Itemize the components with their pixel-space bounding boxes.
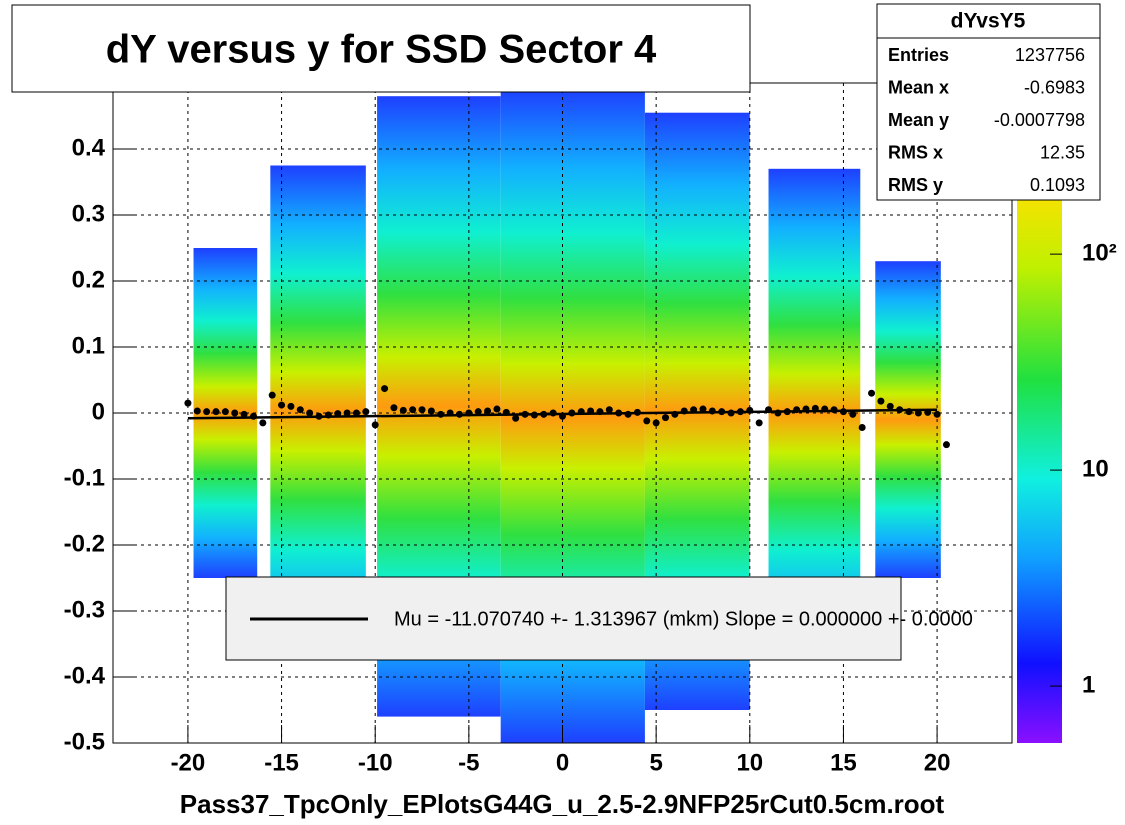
profile-point (409, 406, 417, 414)
profile-point (287, 402, 295, 410)
legend-label: Mu = -11.070740 +- 1.313967 (mkm) Slope … (394, 608, 973, 630)
stats-title: dYvsY5 (951, 10, 1026, 33)
z-axis: 1 10 10² (1050, 239, 1117, 698)
z-tick-label: 10 (1082, 455, 1109, 482)
profile-point (352, 409, 360, 417)
y-tick-label: -0.5 (64, 728, 105, 755)
profile-point (652, 419, 660, 427)
stats-value: 12.35 (1040, 142, 1085, 162)
stats-label: Entries (888, 45, 949, 65)
y-tick-label: 0 (92, 398, 105, 425)
profile-point (371, 421, 379, 429)
stats-box: dYvsY5 Entries 1237756 Mean x -0.6983 Mean y… (876, 3, 1101, 201)
stats-label: Mean y (888, 110, 949, 130)
x-tick-label: 20 (924, 749, 951, 776)
profile-point (933, 410, 941, 418)
stats-value: -0.6983 (1024, 77, 1085, 97)
x-tick-label: 10 (736, 749, 763, 776)
profile-point (474, 408, 482, 416)
x-tick-label: -20 (171, 749, 206, 776)
profile-point (914, 409, 922, 417)
y-tick-label: 0.1 (72, 332, 105, 359)
profile-point (390, 404, 398, 412)
profile-point (259, 419, 267, 427)
x-tick-label: -5 (458, 749, 479, 776)
title-box (11, 4, 751, 93)
profile-point (193, 407, 201, 415)
profile-point (699, 405, 707, 413)
x-tick-label: 15 (830, 749, 857, 776)
y-tick-label: -0.2 (64, 530, 105, 557)
profile-point (427, 407, 435, 415)
z-tick-label: 10² (1082, 239, 1117, 266)
profile-point (184, 399, 192, 407)
z-tick-label: 1 (1082, 671, 1095, 698)
profile-point (362, 408, 370, 416)
y-tick-label: -0.1 (64, 464, 105, 491)
stats-value: 1237756 (1015, 45, 1085, 65)
y-tick-label: -0.3 (64, 596, 105, 623)
profile-point (240, 410, 248, 418)
profile-point (212, 408, 220, 416)
profile-point (203, 408, 211, 416)
fit-line (187, 408, 938, 420)
profile-point (399, 406, 407, 414)
profile-point (493, 405, 501, 413)
profile-point (343, 409, 351, 417)
profile-point (755, 419, 763, 427)
profile-point (849, 410, 857, 418)
profile-point (278, 401, 286, 409)
y-tick-label: 0.3 (72, 200, 105, 227)
stats-value: 0.1093 (1030, 175, 1085, 195)
y-tick-label: 0.4 (72, 134, 106, 161)
x-axis-title: Pass37_TpcOnly_EPlotsG44G_u_2.5-2.9NFP25… (180, 789, 945, 819)
profile-point (381, 385, 389, 393)
profile-point (662, 414, 670, 422)
profile-point (268, 391, 276, 399)
chart-title: dY versus y for SSD Sector 4 (106, 28, 657, 72)
profile-point (605, 406, 613, 414)
profile-point (484, 407, 492, 415)
profile-point (877, 397, 885, 405)
legend: Mu = -11.070740 +- 1.313967 (mkm) Slope … (225, 576, 973, 661)
y-tick-label: -0.4 (64, 662, 106, 689)
profile-point (221, 408, 229, 416)
profile-point (231, 409, 239, 417)
x-tick-label: -15 (264, 749, 299, 776)
profile-point (418, 406, 426, 414)
profile-point (643, 417, 651, 425)
profile-point (296, 406, 304, 414)
profile-point (942, 441, 950, 449)
stats-frame (876, 3, 1101, 201)
histogram-strip (875, 261, 941, 578)
stats-label: RMS y (888, 175, 943, 195)
profile-point (868, 389, 876, 397)
profile-point (858, 424, 866, 432)
profile-point (512, 414, 520, 422)
profile-point (886, 402, 894, 410)
stats-value: -0.0007798 (994, 110, 1085, 130)
x-tick-label: 5 (649, 749, 662, 776)
x-tick-label: -10 (358, 749, 393, 776)
profile-point (306, 409, 314, 417)
y-tick-label: 0.2 (72, 266, 105, 293)
stats-label: Mean x (888, 77, 949, 97)
x-tick-label: 0 (556, 749, 569, 776)
stats-label: RMS x (888, 142, 943, 162)
